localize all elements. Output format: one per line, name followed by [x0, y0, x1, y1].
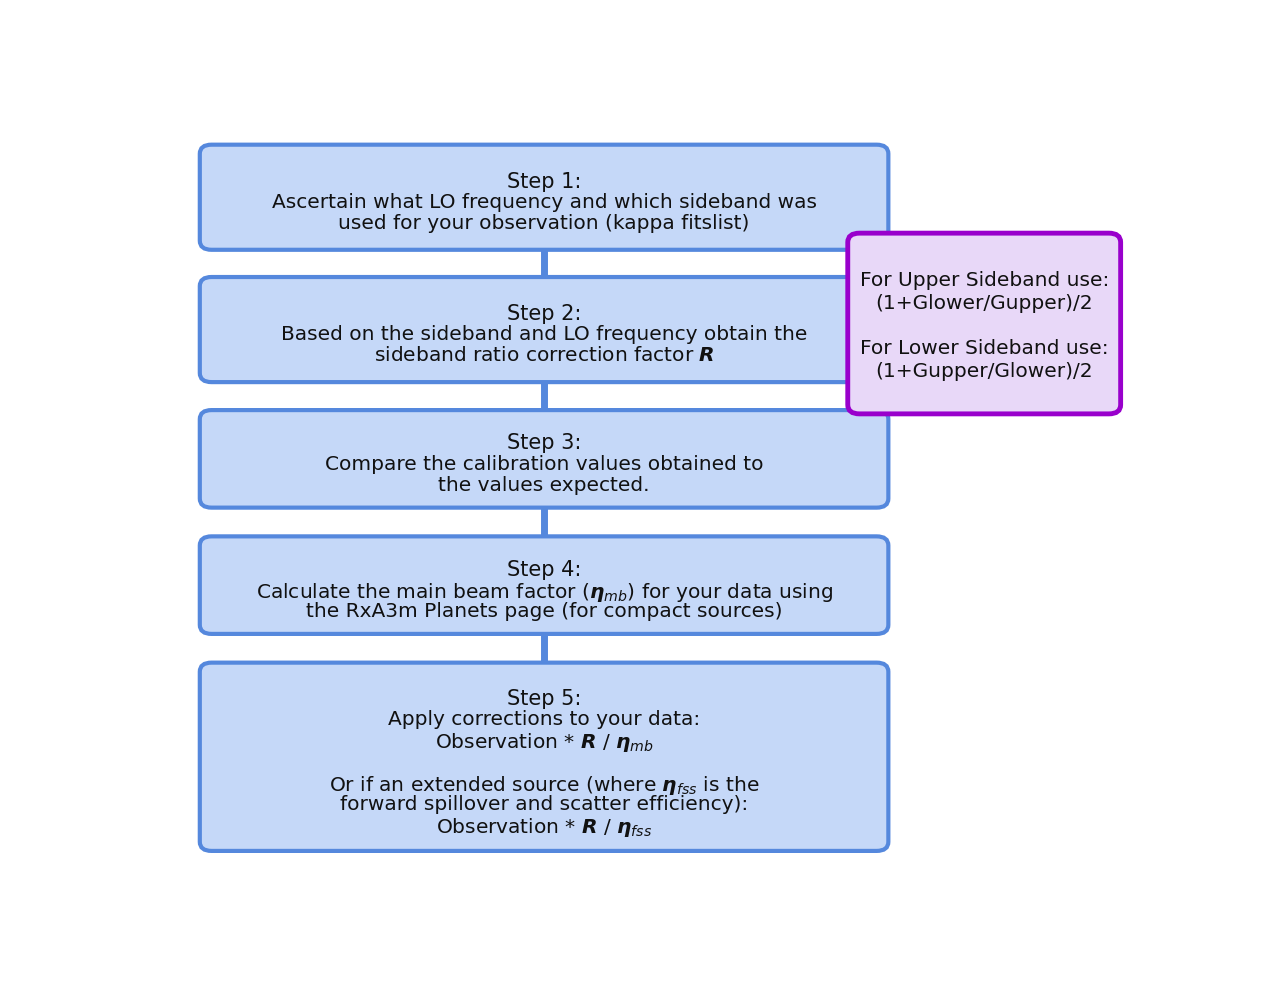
FancyBboxPatch shape: [199, 277, 888, 382]
Text: (1+Glower/Gupper)/2: (1+Glower/Gupper)/2: [876, 294, 1093, 313]
Text: used for your observation (kappa fitslist): used for your observation (kappa fitslis…: [338, 214, 750, 233]
Text: Step 1:: Step 1:: [507, 172, 582, 191]
Text: Step 2:: Step 2:: [507, 304, 582, 324]
FancyBboxPatch shape: [199, 663, 888, 851]
Text: the values expected.: the values expected.: [438, 476, 650, 495]
FancyBboxPatch shape: [848, 233, 1121, 413]
Text: For Upper Sideband use:: For Upper Sideband use:: [859, 271, 1109, 291]
Text: Observation * $\boldsymbol{R}$ / $\boldsymbol{\eta}_{fss}$: Observation * $\boldsymbol{R}$ / $\bolds…: [435, 816, 652, 839]
FancyBboxPatch shape: [199, 144, 888, 249]
Text: forward spillover and scatter efficiency):: forward spillover and scatter efficiency…: [339, 794, 748, 814]
Text: Step 5:: Step 5:: [507, 689, 582, 709]
Text: Or if an extended source (where $\boldsymbol{\eta}_{fss}$ is the: Or if an extended source (where $\boldsy…: [329, 774, 760, 796]
Text: Compare the calibration values obtained to: Compare the calibration values obtained …: [324, 455, 764, 473]
Text: Based on the sideband and LO frequency obtain the: Based on the sideband and LO frequency o…: [281, 325, 808, 345]
Text: Ascertain what LO frequency and which sideband was: Ascertain what LO frequency and which si…: [271, 193, 817, 212]
Text: the RxA3m Planets page (for compact sources): the RxA3m Planets page (for compact sour…: [305, 602, 782, 621]
Text: Apply corrections to your data:: Apply corrections to your data:: [387, 710, 700, 730]
Text: Step 3:: Step 3:: [507, 433, 582, 454]
Text: Observation * $\boldsymbol{R}$ / $\boldsymbol{\eta}_{mb}$: Observation * $\boldsymbol{R}$ / $\bolds…: [434, 732, 654, 754]
Text: For Lower Sideband use:: For Lower Sideband use:: [859, 340, 1108, 358]
Text: sideband ratio correction factor $\boldsymbol{R}$: sideband ratio correction factor $\bolds…: [374, 347, 714, 365]
Text: (1+Gupper/Glower)/2: (1+Gupper/Glower)/2: [876, 362, 1093, 381]
Text: Calculate the main beam factor ($\boldsymbol{\eta}_{mb}$) for your data using: Calculate the main beam factor ($\boldsy…: [255, 581, 833, 604]
FancyBboxPatch shape: [199, 536, 888, 634]
FancyBboxPatch shape: [199, 410, 888, 508]
Text: Step 4:: Step 4:: [507, 560, 582, 579]
